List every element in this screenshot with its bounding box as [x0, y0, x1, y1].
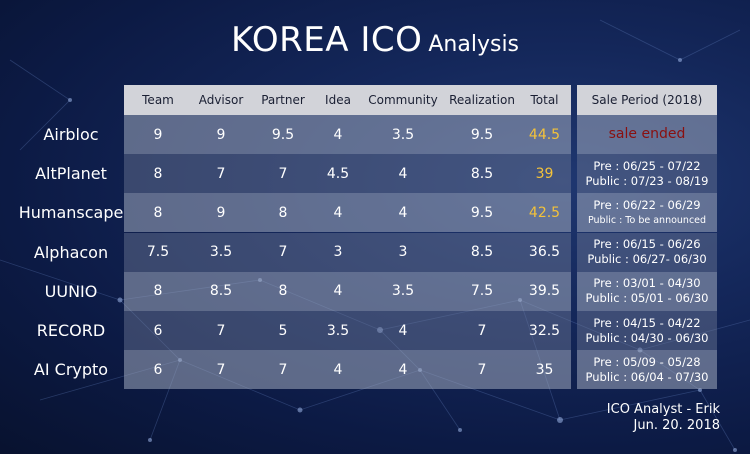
score-cell: 4	[333, 361, 343, 378]
score-cell: 9	[216, 126, 226, 143]
total-cell: 35	[535, 361, 554, 378]
score-cell: 8	[278, 283, 288, 300]
score-cell: 8.5	[470, 244, 494, 261]
row-label: Airbloc	[43, 125, 99, 144]
score-cell: 4	[398, 165, 408, 182]
score-cell: 9	[153, 126, 163, 143]
sale-period-cell: Pre : 05/09 - 05/28 Public : 06/04 - 07/3…	[577, 350, 717, 390]
score-cell: 8	[153, 165, 163, 182]
sale-public-period: Public : 07/23 - 08/19	[585, 173, 709, 188]
sale-period-cell: Pre : 06/25 - 07/22 Public : 07/23 - 08/1…	[577, 154, 717, 194]
score-cell: 3.5	[209, 244, 233, 261]
score-cell: 8.5	[470, 165, 494, 182]
total-cell: 39	[535, 165, 554, 182]
sale-pre-period: Pre : 06/25 - 07/22	[593, 158, 701, 173]
score-cell: 7	[278, 165, 288, 182]
title-main: KOREA ICO	[230, 20, 423, 60]
credit: ICO Analyst - Erik Jun. 20. 2018	[607, 402, 720, 434]
sale-period-cell: Pre : 06/22 - 06/29 Public : To be announ…	[577, 193, 717, 233]
score-cell: 8	[153, 283, 163, 300]
sale-pre-period: Pre : 04/15 - 04/22	[593, 315, 701, 330]
score-cell: 7	[477, 361, 487, 378]
score-cell: 6	[153, 322, 163, 339]
score-cell: 3.5	[326, 322, 350, 339]
table-row: 8 8.5 8 4 3.5 7.5 39.5	[124, 271, 571, 311]
total-cell: 32.5	[528, 322, 561, 339]
score-cell: 4	[398, 361, 408, 378]
sale-period-cell: Pre : 03/01 - 04/30 Public : 05/01 - 06/3…	[577, 271, 717, 311]
table-row: 7.5 3.5 7 3 3 8.5 36.5	[124, 232, 571, 272]
sale-public-period: Public : 05/01 - 06/30	[585, 291, 709, 306]
score-cell: 8	[278, 204, 288, 221]
total-cell: 42.5	[528, 204, 561, 221]
score-cell: 9.5	[470, 204, 494, 221]
sale-period-header: Sale Period (2018)	[577, 85, 717, 115]
score-cell: 3.5	[391, 283, 415, 300]
score-cell: 9	[216, 204, 226, 221]
row-label: UUNIO	[44, 281, 98, 301]
score-cell: 7	[278, 244, 288, 261]
score-cell: 3	[333, 244, 343, 261]
sale-public-period: Public : 06/04 - 07/30	[585, 369, 709, 384]
column-header-advisor: Advisor	[198, 93, 244, 107]
table-row: 8 9 8 4 4 9.5 42.5	[124, 193, 571, 233]
total-cell: 36.5	[528, 244, 561, 261]
table-row: 6 7 5 3.5 4 7 32.5	[124, 311, 571, 350]
table-row: 9 9 9.5 4 3.5 9.5 44.5	[124, 115, 571, 154]
score-cell: 4	[398, 204, 408, 221]
sale-period-cell: Pre : 06/15 - 06/26 Public : 06/27- 06/30	[577, 232, 717, 272]
score-cell: 5	[278, 322, 288, 339]
score-cell: 4	[333, 126, 343, 143]
column-header-community: Community	[368, 93, 438, 107]
column-header-partner: Partner	[261, 93, 305, 107]
score-cell: 9.5	[470, 126, 494, 143]
sale-ended-text: sale ended	[608, 126, 686, 142]
score-cell: 3	[398, 244, 408, 261]
score-cell: 7	[216, 361, 226, 378]
credit-author: ICO Analyst - Erik	[606, 402, 720, 417]
table-header: Team Advisor Partner Idea Community Realizati…	[124, 85, 571, 115]
table-row: 6 7 7 4 4 7 35	[124, 350, 571, 390]
row-label: AltPlanet	[35, 164, 107, 184]
score-cell: 4	[398, 322, 408, 339]
row-label: RECORD	[36, 321, 106, 340]
column-header-team: Team	[142, 93, 174, 107]
row-label: AI Crypto	[33, 360, 109, 380]
total-cell: 39.5	[528, 283, 561, 300]
sale-pre-period: Pre : 05/09 - 05/28	[593, 354, 701, 369]
row-label: Alphacon	[33, 242, 109, 262]
score-cell: 7	[278, 361, 288, 378]
score-cell: 6	[153, 361, 163, 378]
score-cell: 8.5	[209, 283, 233, 300]
sale-public-period: Public : 06/27- 06/30	[587, 252, 707, 267]
score-cell: 4	[333, 283, 343, 300]
score-cell: 8	[153, 204, 163, 221]
column-header-realization: Realization	[449, 93, 515, 107]
credit-date: Jun. 20. 2018	[633, 418, 720, 433]
score-cell: 4	[333, 204, 343, 221]
row-label: Humanscape	[18, 203, 124, 223]
score-cell: 7	[477, 322, 487, 339]
score-cell: 9.5	[271, 126, 295, 143]
total-cell: 44.5	[528, 126, 561, 143]
sale-pre-period: Pre : 06/22 - 06/29	[593, 197, 701, 212]
score-cell: 7	[216, 165, 226, 182]
sale-pre-period: Pre : 06/15 - 06/26	[593, 237, 701, 252]
column-header-idea: Idea	[325, 93, 351, 107]
page-title: KOREA ICO Analysis	[0, 20, 750, 60]
score-cell: 3.5	[391, 126, 415, 143]
sale-pre-period: Pre : 03/01 - 04/30	[593, 276, 701, 291]
score-cell: 7.5	[146, 244, 170, 261]
score-cell: 4.5	[326, 165, 350, 182]
table-row: 8 7 7 4.5 4 8.5 39	[124, 154, 571, 194]
column-header-total: Total	[530, 93, 559, 107]
sale-period-cell: sale ended	[577, 115, 717, 154]
score-cell: 7.5	[470, 283, 494, 300]
sale-public-period: Public : To be announced	[587, 214, 707, 226]
score-cell: 7	[216, 322, 226, 339]
sale-period-cell: Pre : 04/15 - 04/22 Public : 04/30 - 06/3…	[577, 311, 717, 350]
sale-public-period: Public : 04/30 - 06/30	[585, 330, 709, 345]
title-sub: Analysis	[428, 32, 520, 57]
